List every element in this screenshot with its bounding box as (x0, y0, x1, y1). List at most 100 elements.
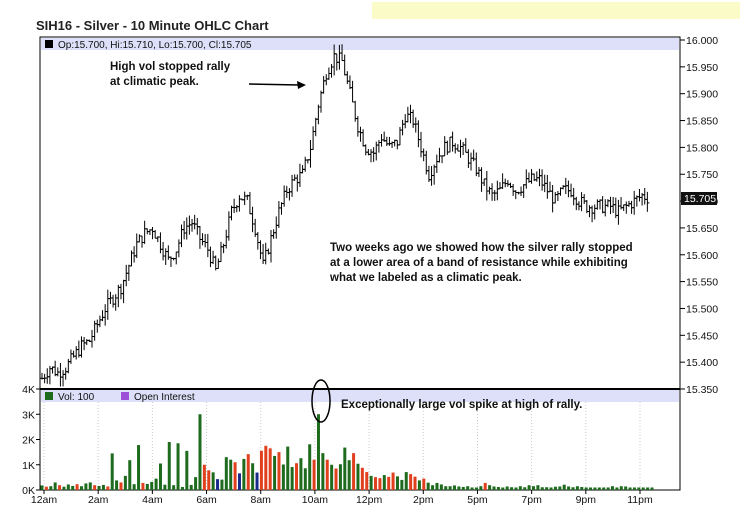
volume-bar (650, 487, 654, 490)
volume-bar (216, 479, 220, 490)
vol-legend: Vol: 100 (58, 392, 95, 403)
price-legend-band (41, 38, 679, 50)
volume-bar (545, 487, 549, 490)
volume-bar (593, 487, 597, 490)
volume-bar (360, 467, 364, 490)
volume-bar (448, 486, 452, 490)
price-tick-label: 15.400 (686, 357, 718, 369)
price-tick-label: 15.900 (686, 89, 718, 101)
volume-bar (382, 475, 386, 490)
time-tick-label: 12am (31, 494, 58, 506)
volume-bar (624, 486, 628, 490)
volume-bar (53, 482, 57, 490)
volume-bar (237, 473, 241, 490)
note-line1: Two weeks ago we showed how the silver r… (330, 242, 633, 254)
volume-spike-circle (311, 379, 331, 423)
time-tick-label: 8am (251, 494, 272, 506)
price-tick-label: 15.450 (686, 330, 718, 342)
volume-bar (343, 447, 347, 490)
volume-bar (641, 487, 645, 490)
volume-bar (549, 487, 553, 490)
oi-legend: Open Interest (134, 392, 195, 403)
volume-bar (286, 446, 290, 490)
volume-bar (308, 444, 312, 490)
volume-bar (584, 487, 588, 490)
volume-bar (417, 480, 421, 490)
volume-bar (158, 463, 162, 490)
volume-bar (154, 478, 158, 490)
volume-series (40, 414, 654, 490)
volume-bar (523, 487, 527, 490)
volume-bar (128, 460, 132, 490)
volume-bar (194, 477, 198, 490)
volume-bar (461, 486, 465, 490)
volume-bar (602, 487, 606, 490)
volume-bar (93, 485, 97, 490)
volume-bar (496, 486, 500, 490)
volume-bar (119, 482, 123, 490)
volume-bar (589, 487, 593, 490)
spike-annotation: Exceptionally large vol spike at high of… (341, 399, 582, 411)
volume-bar (106, 486, 110, 490)
price-legend-swatch (45, 40, 53, 48)
price-tick-label: 15.350 (686, 384, 718, 396)
volume-bar (395, 476, 399, 490)
volume-bar (453, 485, 457, 490)
volume-bar (514, 487, 518, 490)
volume-bar (439, 484, 443, 490)
time-tick-label: 2pm (413, 494, 434, 506)
peak-annotation-line1: High vol stopped rally (110, 61, 231, 73)
note-line2: at a lower area of a band of resistance … (330, 257, 628, 269)
volume-tick-label: 1K (22, 460, 35, 472)
price-axis: 16.000 15.950 15.900 15.850 15.800 15.750 15.7… (680, 35, 718, 396)
volume-bar (435, 482, 439, 490)
last-price-label: 15.705 (684, 193, 716, 205)
highlight-box (372, 2, 740, 19)
volume-bar (400, 479, 404, 490)
time-tick-label: 11pm (627, 494, 653, 506)
volume-bar (150, 481, 154, 490)
ohlc-bar (645, 191, 650, 212)
volume-bar (391, 472, 395, 490)
volume-bar (575, 486, 579, 490)
volume-bar (259, 450, 263, 490)
price-tick-label: 16.000 (686, 35, 718, 47)
volume-bar (141, 482, 145, 490)
volume-bar (325, 459, 329, 490)
volume-bar (277, 452, 281, 490)
volume-bar (426, 482, 430, 490)
volume-bar (540, 487, 544, 490)
volume-bar (365, 472, 369, 490)
volume-bar (611, 486, 615, 490)
volume-bar (338, 464, 342, 490)
volume-bar (466, 486, 470, 490)
volume-bar (374, 477, 378, 490)
volume-bar (185, 450, 189, 490)
volume-bar (229, 459, 233, 490)
volume-bar (273, 455, 277, 490)
volume-bar (163, 484, 167, 490)
volume-bar (558, 486, 562, 490)
volume-bar (483, 482, 487, 490)
volume-bar (492, 486, 496, 490)
price-tick-label: 15.550 (686, 277, 718, 289)
volume-bar (303, 468, 307, 490)
volume-bar (330, 464, 334, 490)
volume-bar (567, 486, 571, 490)
volume-legend-band (41, 390, 679, 402)
volume-bar (79, 486, 83, 490)
volume-bar (211, 472, 215, 490)
volume-bar (536, 485, 540, 490)
volume-bar (251, 463, 255, 490)
volume-bar (637, 487, 641, 490)
volume-bar (255, 472, 259, 490)
peak-annotation-line2: at climatic peak. (110, 76, 199, 88)
volume-bar (352, 453, 356, 490)
volume-bar (312, 459, 316, 490)
volume-bar (101, 484, 105, 490)
volume-bar (431, 485, 435, 490)
vol-legend-swatch (45, 392, 53, 400)
volume-bar (413, 476, 417, 490)
volume-bar (369, 475, 373, 490)
volume-tick-label: 4K (22, 384, 35, 396)
